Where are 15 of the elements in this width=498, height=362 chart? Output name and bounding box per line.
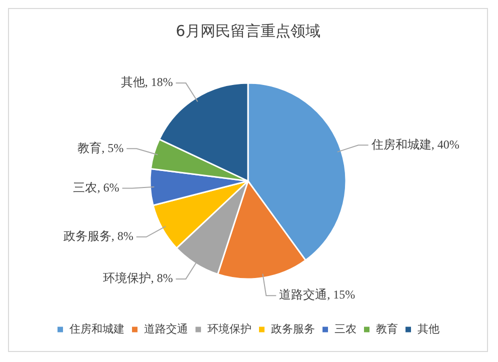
data-label: 环境保护, 8% [102, 271, 173, 286]
legend-label: 教育 [376, 322, 398, 336]
data-label: 住房和城建, 40% [370, 137, 460, 152]
legend-label: 政务服务 [270, 322, 315, 336]
data-label: 政务服务, 8% [63, 229, 134, 244]
legend-label: 道路交通 [144, 322, 188, 336]
chart-title: 6月网民留言重点领域 [176, 22, 320, 40]
legend-label: 环境保护 [207, 322, 252, 336]
data-label: 道路交通, 15% [279, 288, 356, 302]
data-label: 教育, 5% [78, 140, 124, 155]
data-label: 三农, 6% [73, 180, 120, 194]
legend-label: 其他 [417, 322, 440, 336]
legend-label: 三农 [334, 322, 356, 336]
legend-label: 住房和城建 [69, 322, 124, 336]
data-label: 其他, 18% [120, 75, 173, 90]
